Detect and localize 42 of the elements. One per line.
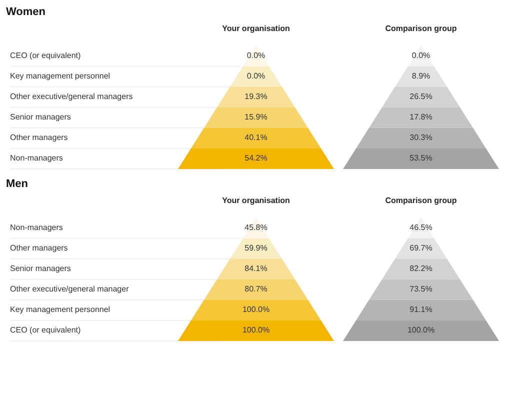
data-label: 0.0% xyxy=(246,50,266,60)
data-label: 0.0% xyxy=(412,50,430,60)
data-label: 53.5% xyxy=(410,154,432,163)
text: Men xyxy=(6,178,28,190)
category-label: Key management personnel xyxy=(10,305,110,314)
data-label: 8.9% xyxy=(412,72,430,80)
text: Your organisation xyxy=(222,24,290,34)
data-label: 17.8% xyxy=(410,112,432,122)
data-label: 30.3% xyxy=(410,133,432,142)
data-label: 46.5% xyxy=(410,222,432,232)
category-label: Key management personnel xyxy=(10,72,110,80)
category-label: Non-managers xyxy=(10,154,63,163)
data-label: 40.1% xyxy=(244,133,268,142)
category-label: Non-managers xyxy=(10,222,63,232)
text: Women xyxy=(6,6,46,18)
data-label: 15.9% xyxy=(244,112,268,122)
data-label: 0.0% xyxy=(246,72,266,80)
data-label: 69.7% xyxy=(410,244,432,252)
data-label: 26.5% xyxy=(410,92,432,102)
data-label: 84.1% xyxy=(244,264,268,274)
text: Comparison group xyxy=(385,196,457,206)
data-label: 73.5% xyxy=(410,284,432,294)
text: Comparison group xyxy=(385,24,457,34)
data-label: 100.0% xyxy=(407,326,435,335)
data-label: 45.8% xyxy=(244,222,268,232)
data-label: 91.1% xyxy=(410,305,432,314)
category-label: CEO (or equivalent) xyxy=(10,326,82,335)
category-label: Senior managers xyxy=(10,264,71,274)
data-label: 100.0% xyxy=(242,326,270,335)
category-label: CEO (or equivalent) xyxy=(10,50,82,60)
category-label: Other managers xyxy=(10,133,68,142)
data-label: 19.3% xyxy=(244,92,268,102)
data-label: 80.7% xyxy=(244,284,268,294)
category-label: Other executive/general managers xyxy=(10,92,133,102)
text: Your organisation xyxy=(222,196,290,206)
data-label: 59.9% xyxy=(244,244,268,252)
data-label: 100.0% xyxy=(242,305,270,314)
category-label: Other managers xyxy=(10,244,68,252)
category-label: Senior managers xyxy=(10,112,71,122)
data-label: 54.2% xyxy=(244,154,268,163)
data-label: 82.2% xyxy=(410,264,432,274)
category-label: Other executive/general manager xyxy=(10,284,130,294)
